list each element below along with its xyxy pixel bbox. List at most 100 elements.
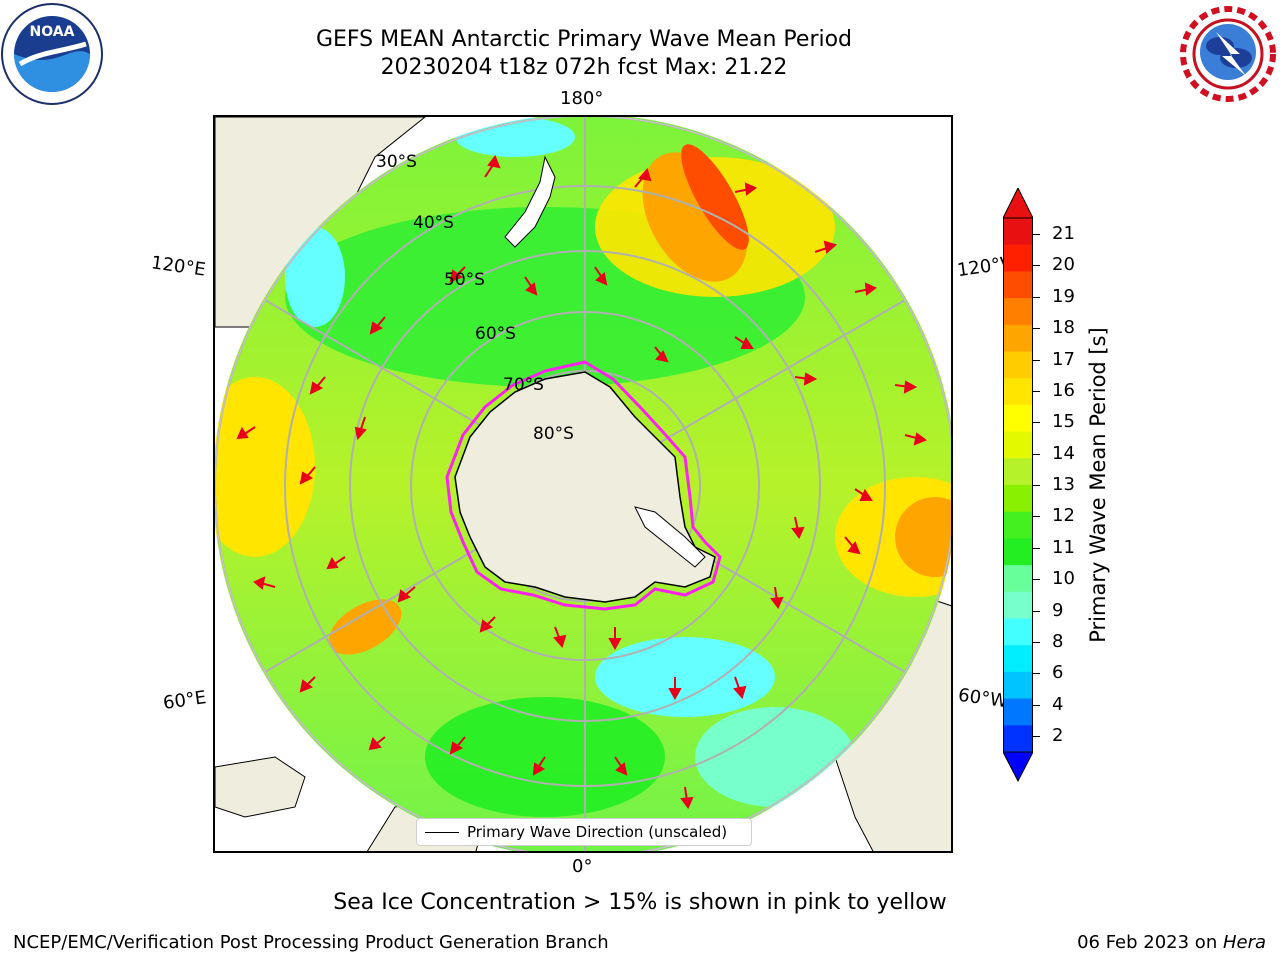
lat-label-60s: 60°S — [475, 324, 516, 344]
colorbar-tick-mark — [1033, 610, 1040, 612]
colorbar-tick-mark — [1033, 453, 1040, 455]
colorbar-tick-label: 21 — [1052, 223, 1075, 244]
arrow — [654, 346, 669, 363]
arrow — [484, 154, 501, 178]
arrow — [680, 786, 694, 809]
polar-map — [215, 117, 951, 851]
map-panel — [213, 115, 953, 853]
chart-title: GEFS MEAN Antarctic Primary Wave Mean Pe… — [315, 27, 853, 52]
land-antarctic-peninsula — [634, 506, 706, 568]
arrow — [299, 466, 316, 485]
arrow — [236, 426, 256, 440]
colorbar-tick-mark — [1033, 579, 1040, 581]
arrow — [734, 182, 757, 196]
field-band-orange-e — [895, 497, 951, 577]
colorbar-tick-mark — [1033, 422, 1040, 424]
map-legend: Primary Wave Direction (unscaled) — [416, 818, 752, 846]
lon-label-180: 180° — [560, 88, 604, 109]
arrow — [904, 432, 928, 446]
colorbar-segment — [1003, 671, 1033, 700]
lon-label-0: 0° — [572, 856, 593, 877]
arrow — [844, 536, 861, 555]
colorbar-segment — [1003, 431, 1033, 459]
colorbar-segment — [1003, 485, 1033, 513]
footer-date-text: 06 Feb 2023 on — [1077, 932, 1223, 953]
arrow — [854, 282, 877, 296]
arrow — [449, 266, 466, 283]
nws-logo — [1176, 2, 1280, 106]
lon-label-120e: 120°E — [149, 252, 207, 281]
colorbar-tick-mark — [1033, 485, 1040, 486]
arrow — [524, 276, 538, 296]
arrow — [608, 627, 622, 651]
colorbar-tick-mark — [1033, 736, 1040, 737]
colorbar-tick-label: 19 — [1052, 285, 1075, 307]
arrow — [791, 516, 805, 539]
colorbar-tick-label: 9 — [1052, 599, 1064, 621]
colorbar-tick-mark — [1033, 704, 1040, 706]
arrow — [814, 240, 838, 254]
lat-label-30s: 30°S — [376, 152, 417, 172]
arrow — [532, 756, 546, 776]
colorbar-tick-label: 15 — [1052, 411, 1075, 433]
arrow — [397, 586, 416, 603]
arrow — [594, 266, 608, 286]
footer-host: Hera — [1222, 932, 1266, 953]
arrow — [770, 586, 784, 609]
colorbar-min-extend — [1003, 751, 1033, 782]
arrow — [354, 416, 367, 441]
legend-label: Primary Wave Direction (unscaled) — [467, 823, 728, 841]
colorbar-segment — [1003, 698, 1033, 726]
colorbar-tick-label: 8 — [1052, 630, 1064, 652]
arrow — [668, 677, 682, 701]
colorbar-segment — [1003, 404, 1033, 433]
colorbar-segment — [1003, 218, 1033, 246]
colorbar-segment — [1003, 244, 1033, 272]
sea-ice-note: Sea Ice Concentration > 15% is shown in … — [333, 890, 947, 915]
colorbar-segment — [1003, 645, 1033, 673]
lat-label-80s: 80°S — [533, 424, 574, 444]
field-band-yellow-w — [215, 377, 315, 557]
footer-credit: NCEP/EMC/Verification Post Processing Pr… — [13, 932, 609, 953]
colorbar-tick-label: 12 — [1052, 505, 1075, 527]
arrow — [614, 756, 628, 776]
arrow — [734, 336, 754, 349]
field-band-orange-sw — [328, 599, 402, 655]
arrow — [794, 372, 818, 386]
arrow — [326, 556, 346, 570]
colorbar-segment — [1003, 511, 1033, 539]
land-antarctica — [454, 371, 716, 603]
colorbar-label: Primary Wave Mean Period [s] — [1086, 327, 1110, 643]
colorbar — [1003, 188, 1033, 782]
colorbar-tick-label: 4 — [1052, 693, 1064, 715]
colorbar-tick-mark — [1033, 390, 1040, 392]
colorbar-tick-label: 2 — [1052, 725, 1064, 746]
colorbar-tick-mark — [1033, 296, 1040, 298]
sea-ice-edge — [445, 360, 722, 611]
colorbar-tick-label: 16 — [1052, 379, 1075, 401]
colorbar-tick-label: 17 — [1052, 348, 1075, 370]
noaa-logo-text: NOAA — [30, 24, 75, 40]
colorbar-segment — [1003, 565, 1033, 593]
colorbar-segment — [1003, 458, 1033, 486]
colorbar-tick-label: 13 — [1052, 474, 1075, 495]
colorbar-tick-mark — [1033, 328, 1040, 330]
lat-label-70s: 70°S — [503, 375, 544, 395]
colorbar-segment — [1003, 271, 1033, 299]
colorbar-segment — [1003, 298, 1033, 326]
noaa-logo: NOAA — [0, 2, 104, 106]
colorbar-segment — [1003, 378, 1033, 406]
colorbar-tick-label: 14 — [1052, 442, 1075, 464]
lon-label-60e: 60°E — [161, 687, 208, 714]
footer-date: 06 Feb 2023 on Hera — [1077, 932, 1266, 953]
colorbar-tick-mark — [1033, 265, 1040, 267]
arrow — [368, 736, 386, 751]
arrow — [449, 736, 466, 755]
colorbar-segment — [1003, 351, 1033, 379]
arrow — [634, 167, 652, 188]
field-band-cyan-w — [285, 227, 345, 327]
land-africa — [215, 756, 306, 818]
legend-line-swatch — [425, 832, 459, 833]
colorbar-tick-mark — [1033, 547, 1040, 549]
arrow — [894, 380, 918, 394]
